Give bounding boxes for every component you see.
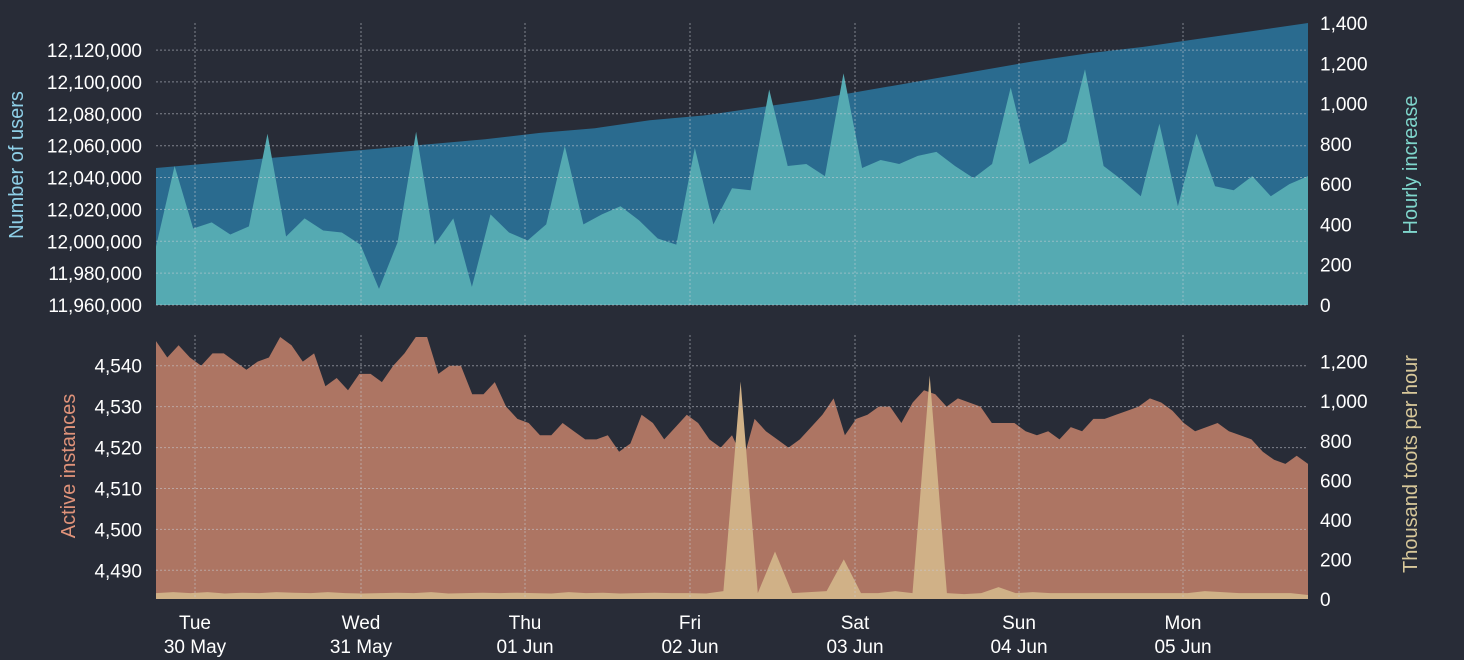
right-tick-label: 600: [1320, 471, 1352, 492]
right-tick-label: 600: [1320, 175, 1352, 196]
right-tick-label: 200: [1320, 256, 1352, 277]
left-tick-label: 11,980,000: [48, 264, 142, 285]
users-axis-title: Number of users: [6, 91, 28, 239]
left-tick-label: 4,510: [94, 480, 142, 501]
right-tick-label: 1,000: [1320, 392, 1368, 413]
right-tick-label: 1,000: [1320, 95, 1368, 116]
left-tick-label: 12,120,000: [47, 41, 142, 62]
x-tick-date: 31 May: [330, 637, 393, 658]
right-tick-label: 200: [1320, 550, 1352, 571]
right-tick-label: 400: [1320, 511, 1352, 532]
x-tick-date: 05 Jun: [1154, 637, 1211, 658]
left-tick-label: 4,490: [94, 561, 142, 582]
instances-axis-title: Active instances: [58, 394, 80, 539]
x-tick-day: Mon: [1165, 613, 1202, 634]
x-tick-date: 30 May: [164, 637, 227, 658]
x-tick-day: Tue: [179, 613, 211, 634]
axis-ticks: 11,960,000 11,980,000 12,000,000 12,020,000…: [47, 14, 1368, 658]
right-tick-label: 1,400: [1320, 14, 1368, 35]
right-tick-label: 400: [1320, 215, 1352, 236]
left-tick-label: 12,040,000: [47, 169, 142, 190]
left-tick-label: 4,500: [94, 520, 142, 541]
left-tick-label: 4,530: [94, 398, 142, 419]
instances-panel-areas: [156, 337, 1308, 599]
left-tick-label: 12,080,000: [47, 105, 142, 126]
left-tick-label: 12,000,000: [47, 232, 142, 253]
x-tick-date: 03 Jun: [826, 637, 883, 658]
right-tick-label: 800: [1320, 135, 1352, 156]
left-tick-label: 12,020,000: [47, 200, 142, 221]
instances-panel-grid: [156, 335, 1308, 599]
x-tick-day: Sat: [841, 613, 870, 634]
x-tick-day: Thu: [509, 613, 542, 634]
x-tick-day: Wed: [342, 613, 381, 634]
x-tick-day: Fri: [679, 613, 701, 634]
left-tick-label: 11,960,000: [48, 296, 142, 317]
toots-axis-title: Thousand toots per hour: [1400, 355, 1422, 573]
right-tick-label: 0: [1320, 590, 1331, 611]
left-tick-label: 12,060,000: [47, 137, 142, 158]
x-tick-date: 02 Jun: [661, 637, 718, 658]
right-tick-label: 0: [1320, 296, 1331, 317]
left-tick-label: 4,520: [94, 439, 142, 460]
hourly-axis-title: Hourly increase: [1400, 96, 1422, 235]
users-series-1-area: [156, 69, 1308, 305]
left-tick-label: 12,100,000: [47, 73, 142, 94]
right-tick-label: 1,200: [1320, 54, 1368, 75]
right-tick-label: 800: [1320, 432, 1352, 453]
x-tick-date: 01 Jun: [496, 637, 553, 658]
x-tick-date: 04 Jun: [990, 637, 1047, 658]
instances-series-1-area: [156, 375, 1308, 599]
users-panel-areas: [156, 23, 1308, 305]
x-tick-day: Sun: [1002, 613, 1036, 634]
instances-series-0-area: [156, 337, 1308, 599]
right-tick-label: 1,200: [1320, 353, 1368, 374]
users-panel-grid: [156, 23, 1308, 306]
left-tick-label: 4,540: [94, 357, 142, 378]
